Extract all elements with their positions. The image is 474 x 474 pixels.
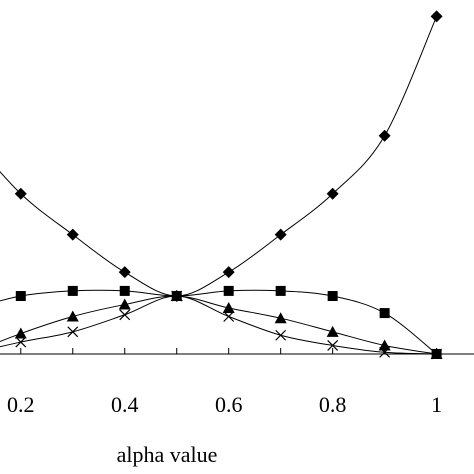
data-point-square: [119, 285, 130, 296]
data-point-diamond: [14, 187, 27, 200]
data-point-x: [67, 326, 79, 338]
data-point-diamond: [274, 228, 287, 241]
data-point-square: [223, 285, 234, 296]
data-point-triangle: [326, 325, 339, 337]
series-diamond: [0, 10, 443, 303]
data-point-diamond: [118, 266, 131, 279]
data-point-diamond: [430, 10, 443, 23]
series-line-x: [0, 295, 437, 355]
data-point-triangle: [274, 312, 287, 324]
data-point-x: [171, 290, 183, 302]
data-point-diamond: [222, 266, 235, 279]
data-point-x: [15, 336, 27, 348]
data-point-triangle: [222, 301, 235, 313]
data-point-diamond: [66, 228, 79, 241]
data-point-triangle: [378, 339, 391, 351]
series-triangle: [0, 290, 443, 359]
data-point-square: [15, 291, 26, 302]
data-point-square: [379, 308, 390, 319]
x-tick-label: 0.6: [215, 392, 243, 417]
data-point-triangle: [14, 327, 27, 339]
data-point-x: [275, 329, 287, 341]
data-point-x: [327, 340, 339, 351]
series-line-diamond: [0, 16, 438, 297]
series-layer: [0, 10, 443, 360]
data-point-square: [327, 291, 338, 302]
data-point-triangle: [118, 298, 131, 310]
x-tick-label: 0.8: [319, 392, 347, 417]
x-tick-label: 1: [431, 392, 442, 417]
series-x: [0, 290, 443, 360]
x-axis-label: alpha value: [117, 442, 218, 467]
data-point-x: [119, 309, 131, 321]
x-tick-label: 0.2: [7, 392, 35, 417]
data-point-square: [275, 285, 286, 296]
x-axis: 0.2 0.4 0.6 0.8 1: [0, 348, 474, 417]
series-line-triangle: [0, 295, 437, 355]
series-line-square: [0, 289, 437, 355]
data-point-triangle: [66, 310, 79, 322]
data-point-square: [67, 285, 78, 296]
data-point-diamond: [378, 129, 391, 142]
series-square: [0, 285, 442, 359]
data-point-diamond: [326, 187, 339, 200]
x-tick-label: 0.4: [111, 392, 139, 417]
data-point-x: [223, 311, 235, 322]
